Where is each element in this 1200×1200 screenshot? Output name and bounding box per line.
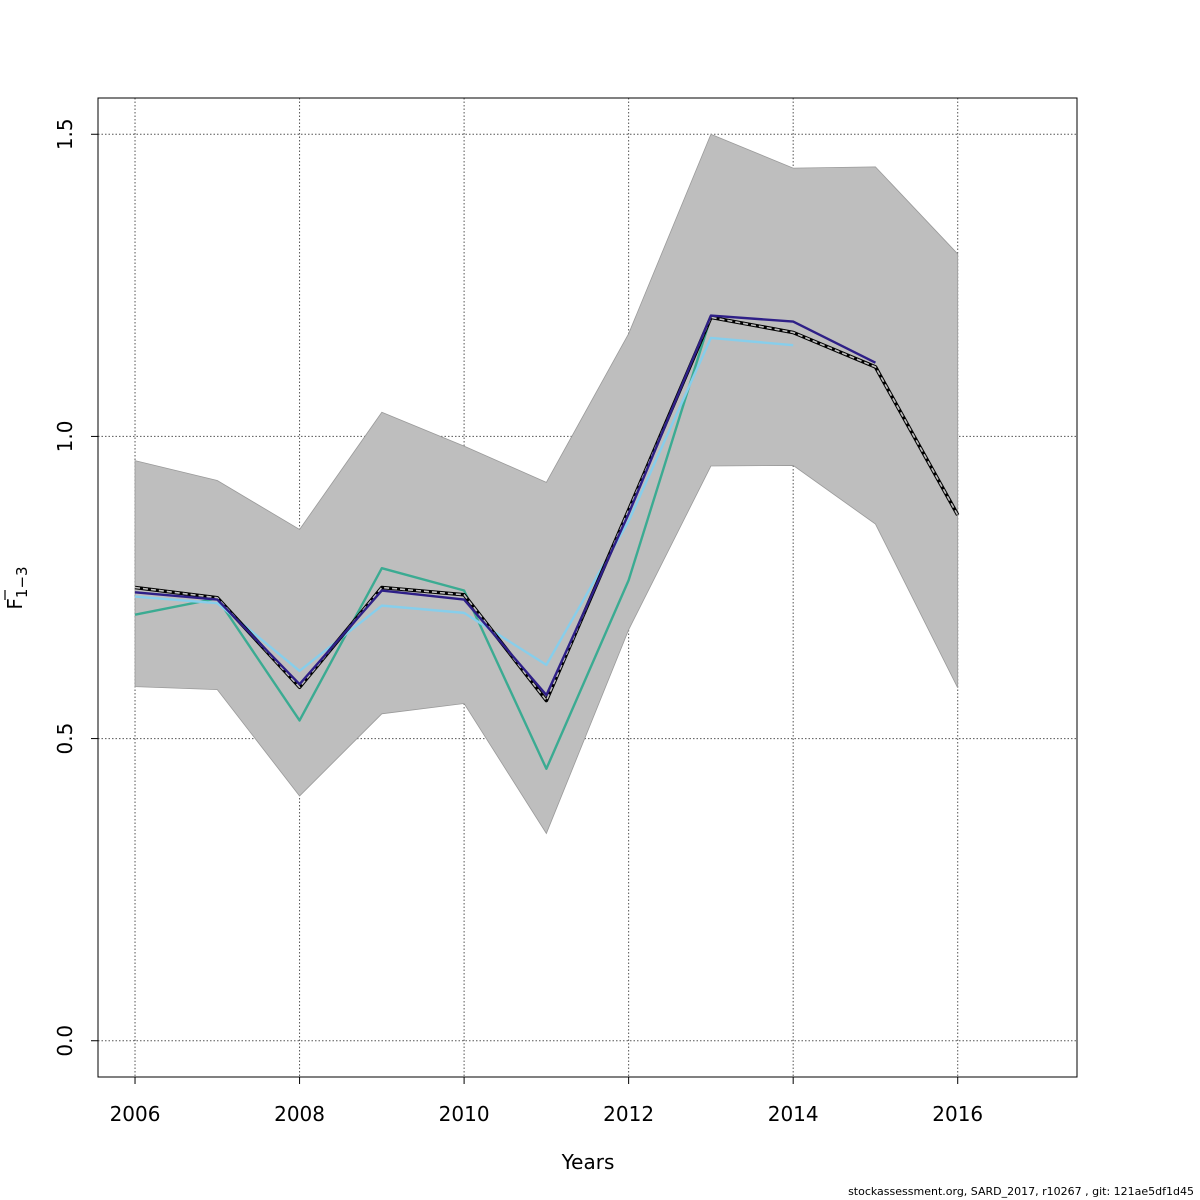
grid-lines	[98, 98, 1077, 1077]
y-tick-label: 0.5	[53, 723, 77, 755]
series-line-5	[134, 314, 876, 697]
plot-border	[97, 97, 1078, 1078]
x-tick-label: 2016	[932, 1102, 983, 1126]
confidence-band	[134, 133, 959, 835]
y-axis-title-sub: 1−3	[13, 566, 31, 598]
svg-text:F1−3: F1−3	[3, 566, 31, 609]
series-lines	[134, 314, 960, 770]
x-axis-title: Years	[561, 1150, 615, 1174]
x-tick-label: 2012	[603, 1102, 654, 1126]
series-line-1	[134, 316, 713, 770]
x-axis: 2006 2008 2010 2012 2014 2016	[110, 1077, 983, 1126]
y-tick-label: 1.0	[53, 421, 77, 453]
y-axis: 0.0 0.5 1.0 1.5	[53, 118, 98, 1057]
y-tick-label: 0.0	[53, 1025, 77, 1057]
x-tick-label: 2014	[768, 1102, 819, 1126]
plot-frame	[97, 97, 1078, 1078]
confidence-band-area	[134, 133, 959, 835]
y-axis-title: F1−3	[3, 566, 31, 609]
x-tick-label: 2010	[439, 1102, 490, 1126]
x-tick-label: 2006	[110, 1102, 161, 1126]
y-tick-label: 1.5	[53, 118, 77, 150]
y-axis-title-main: F	[3, 598, 27, 610]
footer-credit: stockassessment.org, SARD_2017, r10267 ,…	[848, 1185, 1194, 1198]
x-tick-label: 2008	[274, 1102, 325, 1126]
